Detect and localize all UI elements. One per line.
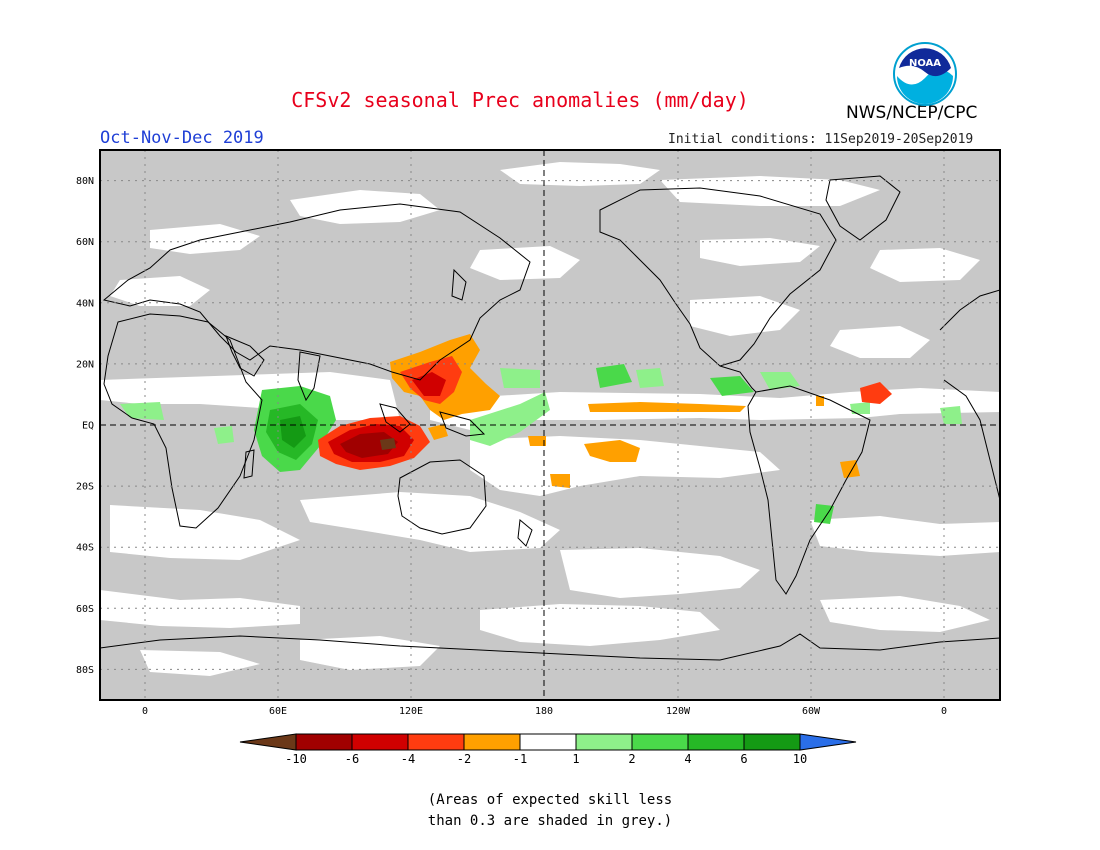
lon-label: 120E bbox=[399, 706, 423, 717]
lat-label: 20S bbox=[76, 482, 94, 493]
lat-label: 60N bbox=[76, 237, 94, 248]
lat-label: 20N bbox=[76, 359, 94, 370]
colorbar-swatch bbox=[743, 733, 801, 751]
colorbar-swatch bbox=[575, 733, 633, 751]
colorbar-swatch bbox=[687, 733, 745, 751]
colorbar-label: 4 bbox=[684, 752, 691, 766]
colorbar-label: 10 bbox=[793, 752, 807, 766]
near-normal-regions bbox=[100, 162, 1000, 676]
initial-conditions-label: Initial conditions: 11Sep2019-20Sep2019 bbox=[668, 132, 974, 147]
colorbar-high-arrow bbox=[799, 733, 857, 751]
reference-lines bbox=[100, 150, 1000, 700]
lat-label: 40S bbox=[76, 543, 94, 554]
season-label: Oct-Nov-Dec 2019 bbox=[100, 128, 264, 148]
skill-note-line-1: (Areas of expected skill less bbox=[427, 792, 673, 808]
lon-label: 180 bbox=[535, 706, 553, 717]
lat-label: 60S bbox=[76, 604, 94, 615]
lon-label: 60W bbox=[802, 706, 821, 717]
svg-text:NOAA: NOAA bbox=[909, 58, 941, 69]
lat-label: EQ bbox=[82, 421, 94, 432]
colorbar-swatch bbox=[351, 733, 409, 751]
colorbar-label: 2 bbox=[628, 752, 635, 766]
colorbar-label: 1 bbox=[572, 752, 579, 766]
lon-label: 0 bbox=[142, 706, 148, 717]
lat-label: 80S bbox=[76, 665, 94, 676]
lon-label: 0 bbox=[941, 706, 947, 717]
colorbar-swatch bbox=[519, 733, 577, 751]
colorbar-swatch bbox=[631, 733, 689, 751]
longitude-labels: 0 60E 120E 180 120W 60W 0 bbox=[142, 706, 947, 717]
colorbar: -10 -6 -4 -2 -1 1 2 4 6 10 bbox=[239, 733, 857, 766]
positive-anomaly-regions bbox=[120, 364, 962, 524]
colorbar-swatch bbox=[463, 733, 521, 751]
coastlines bbox=[100, 175, 1000, 661]
noaa-logo: NOAA bbox=[893, 42, 957, 106]
colorbar-swatch bbox=[407, 733, 465, 751]
map-frame bbox=[99, 149, 1001, 701]
lon-label: 120W bbox=[666, 706, 691, 717]
colorbar-label: -4 bbox=[401, 752, 415, 766]
agency-label: NWS/NCEP/CPC bbox=[846, 103, 978, 123]
colorbar-label: -6 bbox=[345, 752, 359, 766]
lat-label: 40N bbox=[76, 298, 94, 309]
colorbar-label: -2 bbox=[457, 752, 471, 766]
colorbar-label: -10 bbox=[285, 752, 307, 766]
latitude-labels: 80N 60N 40N 20N EQ 20S 40S 60S 80S bbox=[76, 176, 94, 676]
colorbar-label: 6 bbox=[740, 752, 747, 766]
colorbar-label: -1 bbox=[513, 752, 527, 766]
lat-label: 80N bbox=[76, 176, 94, 187]
colorbar-swatch bbox=[295, 733, 353, 751]
skill-note-line-2: than 0.3 are shaded in grey.) bbox=[427, 813, 673, 829]
negative-anomaly-regions bbox=[318, 334, 892, 488]
map-title: CFSv2 seasonal Prec anomalies (mm/day) bbox=[291, 88, 749, 112]
lon-label: 60E bbox=[269, 706, 287, 717]
colorbar-low-arrow bbox=[239, 733, 297, 751]
